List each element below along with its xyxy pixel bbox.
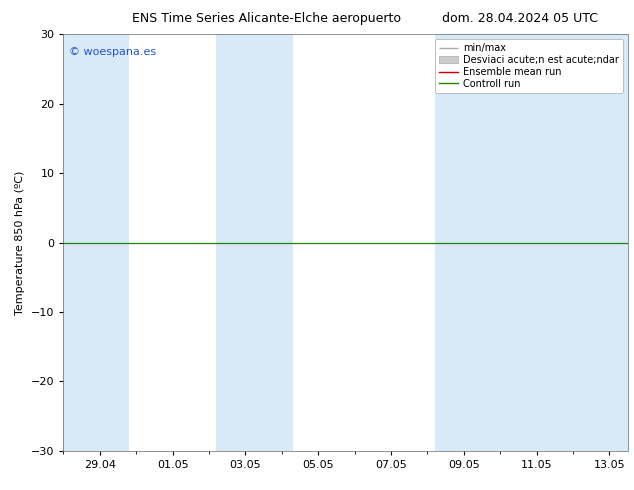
Text: dom. 28.04.2024 05 UTC: dom. 28.04.2024 05 UTC [442, 12, 598, 25]
Bar [435, 34, 628, 451]
Bar [63, 34, 129, 451]
Bar [216, 34, 293, 451]
Text: ENS Time Series Alicante-Elche aeropuerto: ENS Time Series Alicante-Elche aeropuert… [132, 12, 401, 25]
Y-axis label: Temperature 850 hPa (ºC): Temperature 850 hPa (ºC) [15, 171, 25, 315]
Legend: min/max, Desviaci acute;n est acute;ndar, Ensemble mean run, Controll run: min/max, Desviaci acute;n est acute;ndar… [435, 39, 623, 93]
Text: © woespana.es: © woespana.es [69, 47, 156, 57]
